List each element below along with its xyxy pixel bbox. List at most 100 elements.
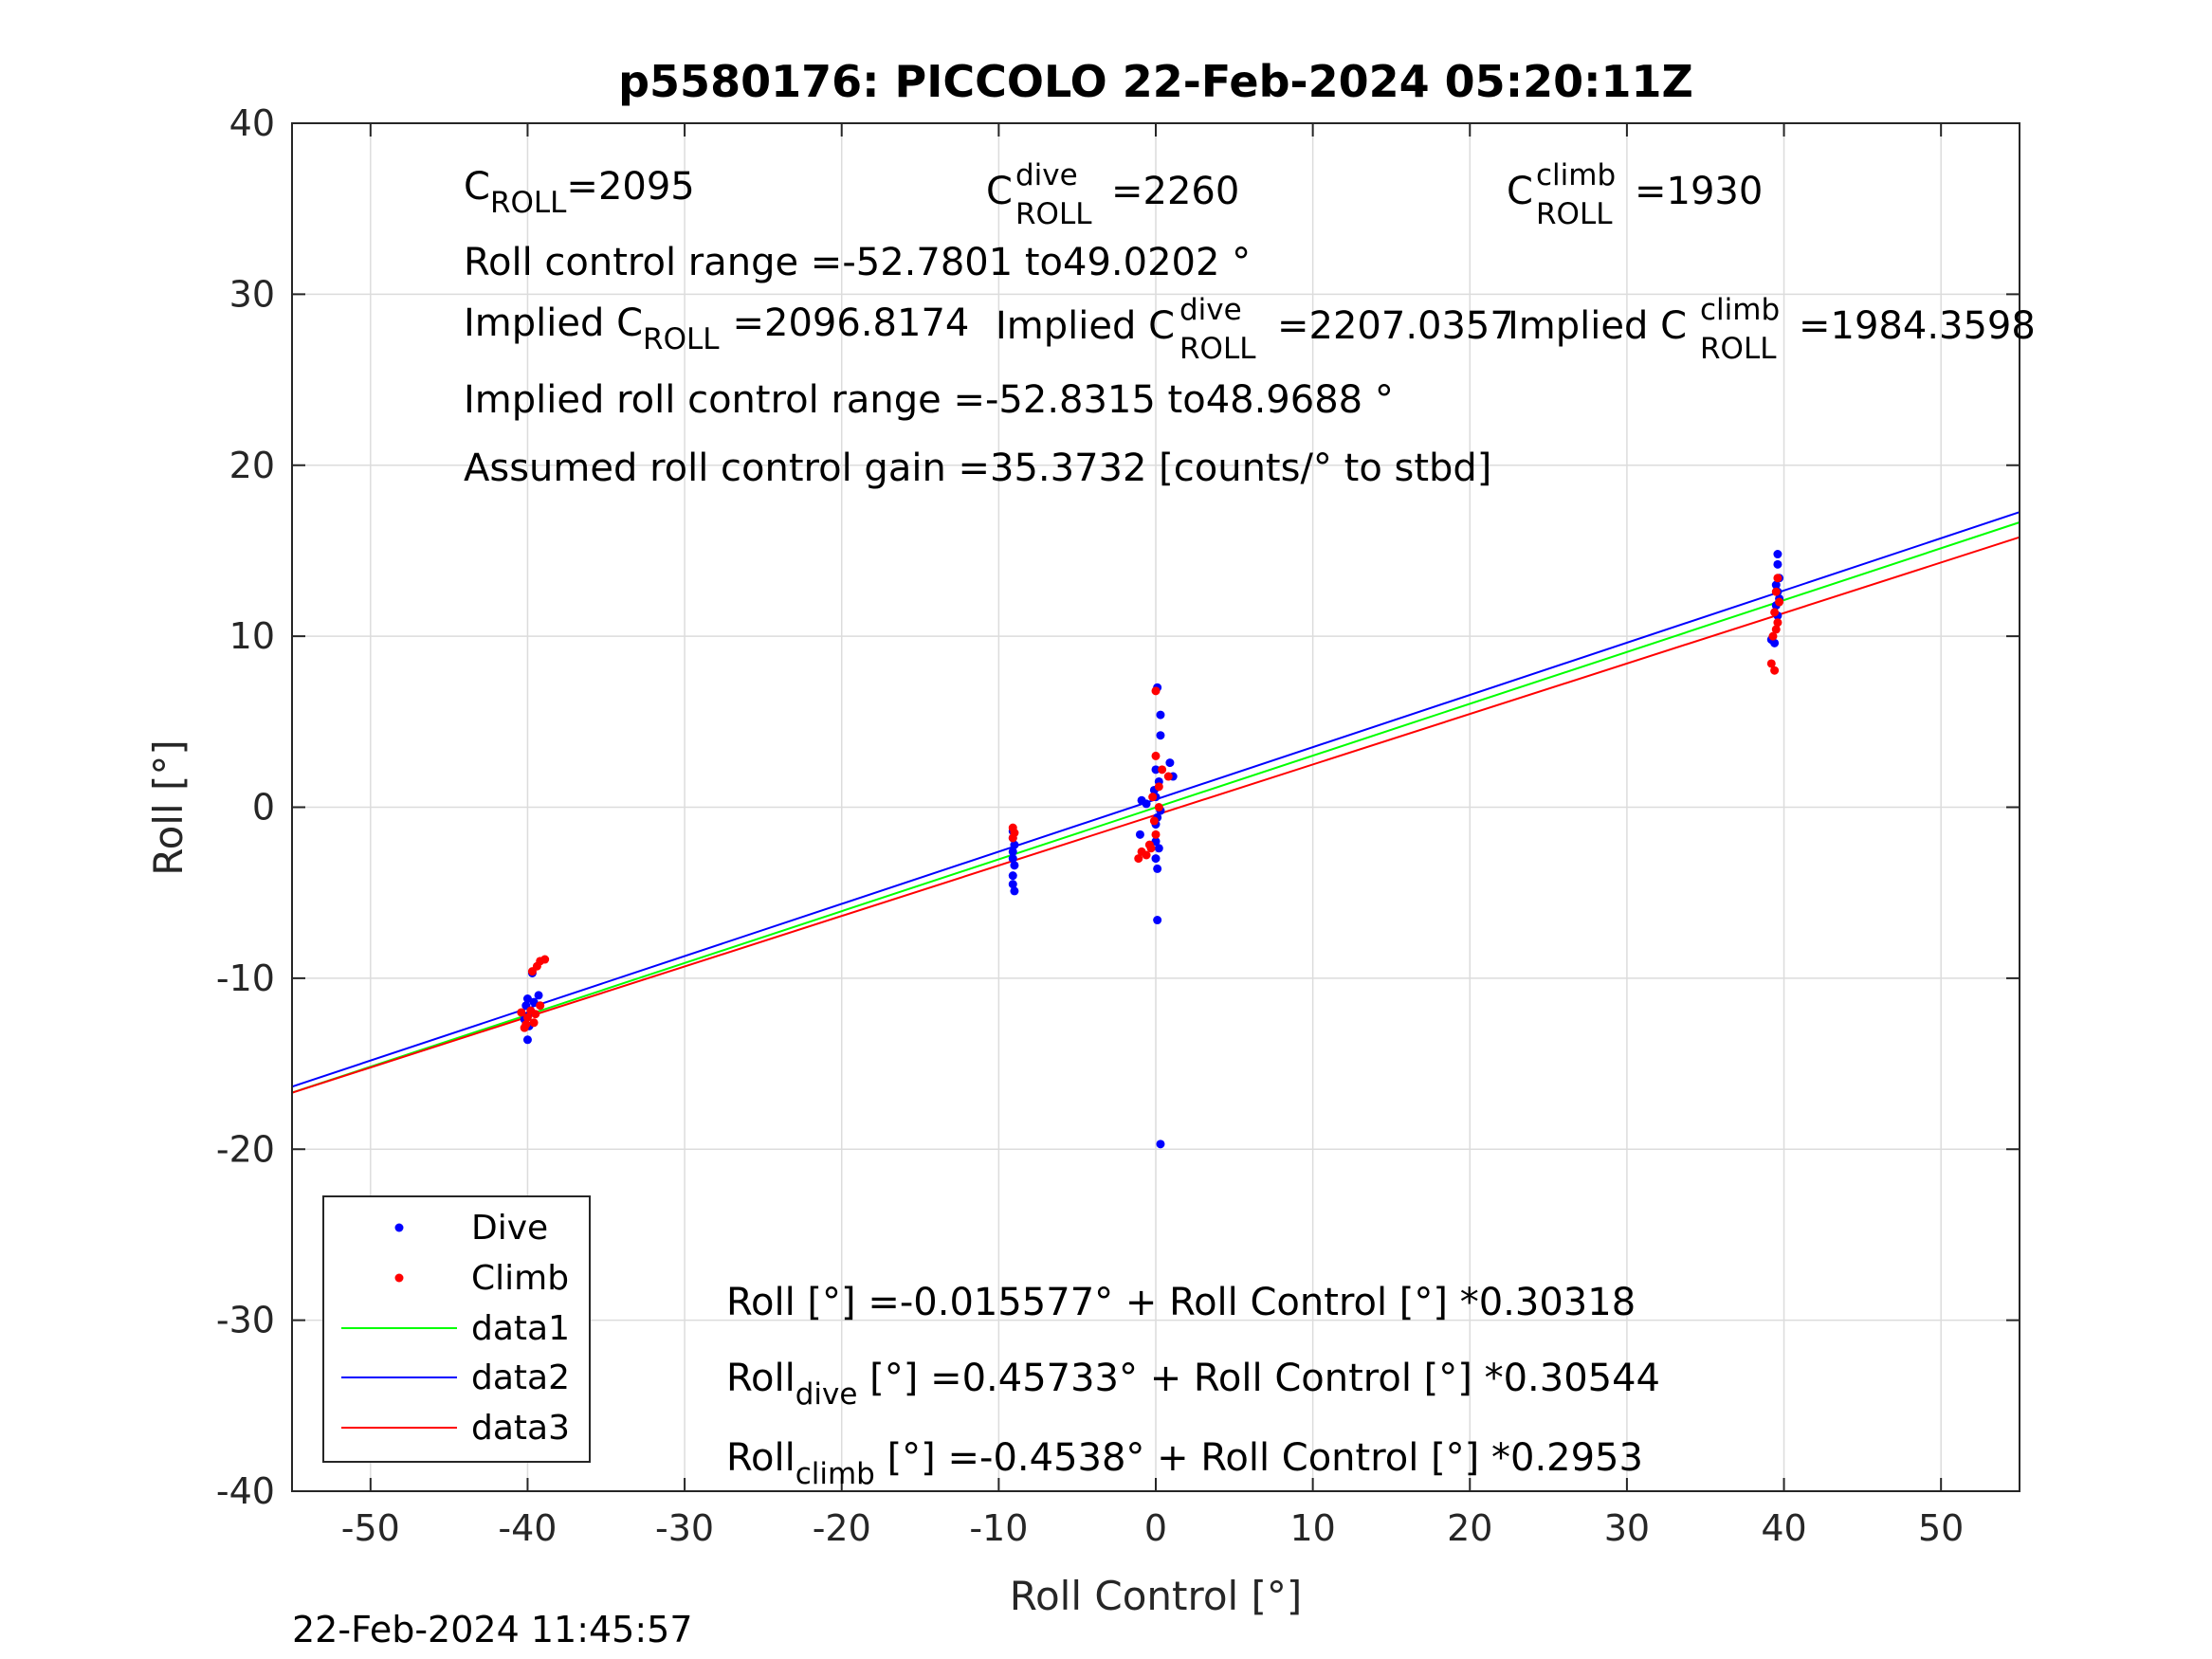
dive-point xyxy=(1154,844,1163,853)
climb-point xyxy=(531,1010,540,1019)
x-tick-label: -50 xyxy=(341,1507,400,1549)
annotation-c-roll-climb-sup: climb xyxy=(1536,158,1616,192)
annotation-c-roll-dive-sub: ROLL xyxy=(1015,197,1092,231)
annotation-implied-c-roll-dive: Implied C xyxy=(996,304,1175,348)
dive-point xyxy=(1135,830,1144,839)
climb-point xyxy=(1154,782,1163,792)
y-tick-label: 0 xyxy=(252,787,275,829)
climb-point xyxy=(521,1020,531,1030)
legend-label-climb: Climb xyxy=(471,1259,569,1298)
annotation-c-roll-climb-value: =1930 xyxy=(1635,170,1763,213)
x-tick-label: 50 xyxy=(1918,1507,1964,1549)
dive-point xyxy=(1153,916,1162,925)
legend-label-data3: data3 xyxy=(471,1409,570,1448)
x-tick-label: 10 xyxy=(1289,1507,1335,1549)
climb-point xyxy=(1149,816,1159,826)
footer-timestamp: 22-Feb-2024 11:45:57 xyxy=(292,1609,693,1650)
dive-point xyxy=(522,1035,532,1045)
climb-point xyxy=(1773,618,1782,628)
y-tick-label: -10 xyxy=(216,957,275,999)
annotation-c-roll-dive-sup: dive xyxy=(1015,158,1078,192)
legend-label-data2: data2 xyxy=(471,1358,570,1397)
annotation-c-roll-climb-sub: ROLL xyxy=(1536,197,1613,231)
dive-point xyxy=(1771,580,1781,590)
climb-point xyxy=(1775,597,1784,607)
climb-point xyxy=(1771,587,1781,596)
dive-point xyxy=(1773,550,1782,559)
annotation-control-range: Roll control range =-52.7801 to49.0202 ° xyxy=(464,241,1251,284)
annotation-c-roll: CROLL=2095 xyxy=(464,165,695,220)
dive-point xyxy=(1770,638,1780,647)
climb-point xyxy=(1151,686,1161,696)
dive-point xyxy=(1142,799,1151,809)
dive-point xyxy=(1008,880,1017,889)
dive-point xyxy=(1008,854,1017,864)
climb-point xyxy=(1137,847,1146,856)
annotation-fit-all: Roll [°] =-0.015577° + Roll Control [°] … xyxy=(726,1281,1636,1324)
annotation-gain: Assumed roll control gain =35.3732 [coun… xyxy=(464,447,1491,490)
climb-point xyxy=(517,1008,526,1017)
x-tick-label: -40 xyxy=(498,1507,557,1549)
y-axis-label: Roll [°] xyxy=(145,739,192,875)
dive-point xyxy=(529,997,539,1007)
climb-point xyxy=(1766,659,1776,668)
annotation-c-roll-dive-value: =2260 xyxy=(1111,170,1239,213)
dive-point xyxy=(1151,837,1161,847)
climb-point xyxy=(1008,833,1017,843)
legend-marker-climb xyxy=(394,1273,404,1283)
annotation-implied-c-roll-dive-value: =2207.0357 xyxy=(1277,304,1514,348)
climb-point xyxy=(1151,830,1161,839)
x-tick-label: 20 xyxy=(1447,1507,1492,1549)
dive-point xyxy=(1010,886,1019,896)
axis-ticks: -50 -40 -30 -20 -10 0 10 20 30 40 50 -40 -30 -20 -10 0 1… xyxy=(216,102,2020,1549)
climb-point xyxy=(1770,608,1780,617)
dive-point xyxy=(1773,559,1782,569)
climb-point xyxy=(1144,840,1154,849)
y-tick-label: 40 xyxy=(229,102,275,144)
x-tick-label: 0 xyxy=(1144,1507,1167,1549)
dive-point xyxy=(1008,871,1017,881)
climb-point xyxy=(1148,793,1158,802)
climb-point xyxy=(1158,765,1167,775)
legend: Dive Climb data1 data2 data3 xyxy=(322,1195,591,1463)
x-tick-label: -20 xyxy=(813,1507,871,1549)
climb-point xyxy=(1134,854,1143,864)
climb-point xyxy=(522,1012,532,1022)
annotation-implied-c-roll-climb: Implied C xyxy=(1508,304,1687,348)
legend-label-data1: data1 xyxy=(471,1309,570,1348)
climb-point xyxy=(1768,631,1778,641)
dive-point xyxy=(1010,840,1019,849)
y-tick-label: 20 xyxy=(229,445,275,486)
x-tick-label: -30 xyxy=(655,1507,714,1549)
y-tick-label: 30 xyxy=(229,273,275,315)
dive-point xyxy=(522,994,532,1004)
annotation-c-roll-climb: C xyxy=(1507,170,1533,213)
climb-point xyxy=(1773,574,1782,583)
dive-point xyxy=(1156,1139,1165,1149)
climb-point xyxy=(1151,751,1161,760)
annotation-fit-dive: Rolldive [°] =0.45733° + Roll Control [°… xyxy=(726,1357,1660,1412)
climb-point xyxy=(1154,803,1163,811)
annotation-implied-c-roll-climb-sub: ROLL xyxy=(1700,332,1777,366)
legend-label-dive: Dive xyxy=(471,1209,548,1248)
dive-point xyxy=(1156,731,1165,740)
climb-point xyxy=(529,1018,539,1028)
climb-point xyxy=(527,967,537,976)
annotation-c-roll-dive: C xyxy=(986,170,1013,213)
dive-point xyxy=(1153,864,1162,873)
dive-point xyxy=(534,991,543,1000)
x-tick-label: 40 xyxy=(1761,1507,1806,1549)
dive-point xyxy=(1156,710,1165,720)
y-tick-label: -40 xyxy=(216,1470,275,1512)
dive-point xyxy=(1165,758,1175,768)
scatter-points xyxy=(517,550,1784,1149)
dive-point xyxy=(1008,847,1017,856)
y-tick-label: -20 xyxy=(216,1128,275,1170)
climb-point xyxy=(1770,665,1780,675)
chart-title: p5580176: PICCOLO 22-Feb-2024 05:20:11Z xyxy=(618,56,1693,107)
annotation-implied-range: Implied roll control range =-52.8315 to4… xyxy=(464,378,1394,422)
annotation-implied-c-roll-dive-sup: dive xyxy=(1179,293,1242,327)
annotation-fit-climb: Rollclimb [°] =-0.4538° + Roll Control [… xyxy=(726,1436,1643,1491)
climb-point xyxy=(1771,625,1781,634)
